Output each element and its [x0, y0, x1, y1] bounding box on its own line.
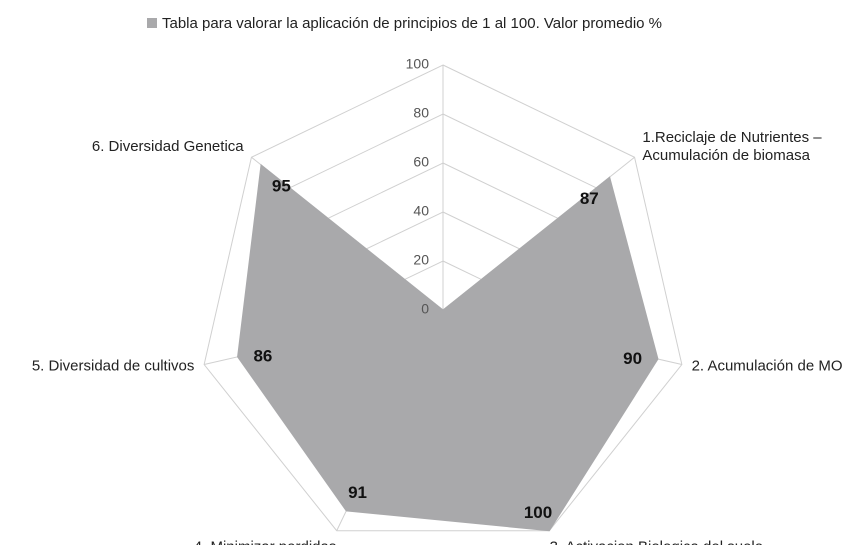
tick-label: 0 [421, 301, 429, 317]
legend-swatch [147, 18, 157, 28]
legend-label: Tabla para valorar la aplicación de prin… [162, 15, 662, 32]
data-label: 90 [623, 349, 642, 368]
tick-label: 80 [413, 105, 429, 121]
data-label: 100 [524, 503, 552, 522]
category-label: 2. Acumulación de MO [692, 358, 843, 375]
tick-label: 100 [406, 56, 430, 72]
data-label: 87 [580, 189, 599, 208]
category-label: 6. Diversidad Genetica [92, 138, 244, 155]
tick-label: 60 [413, 154, 429, 170]
tick-label: 20 [413, 252, 429, 268]
data-label: 86 [253, 347, 272, 366]
radar-area [237, 163, 659, 532]
data-label: 95 [272, 177, 291, 196]
category-label: 1.Reciclaje de Nutrientes – Acumulación d… [642, 129, 822, 164]
category-label: 3. Activacion Biologica del suelo [550, 539, 763, 545]
tick-label: 40 [413, 203, 429, 219]
grid-ring [203, 64, 683, 532]
data-label: 91 [348, 483, 367, 502]
category-label: 5. Diversidad de cultivos [32, 358, 195, 375]
category-label: 4. Minimizar perdidas [194, 539, 337, 545]
